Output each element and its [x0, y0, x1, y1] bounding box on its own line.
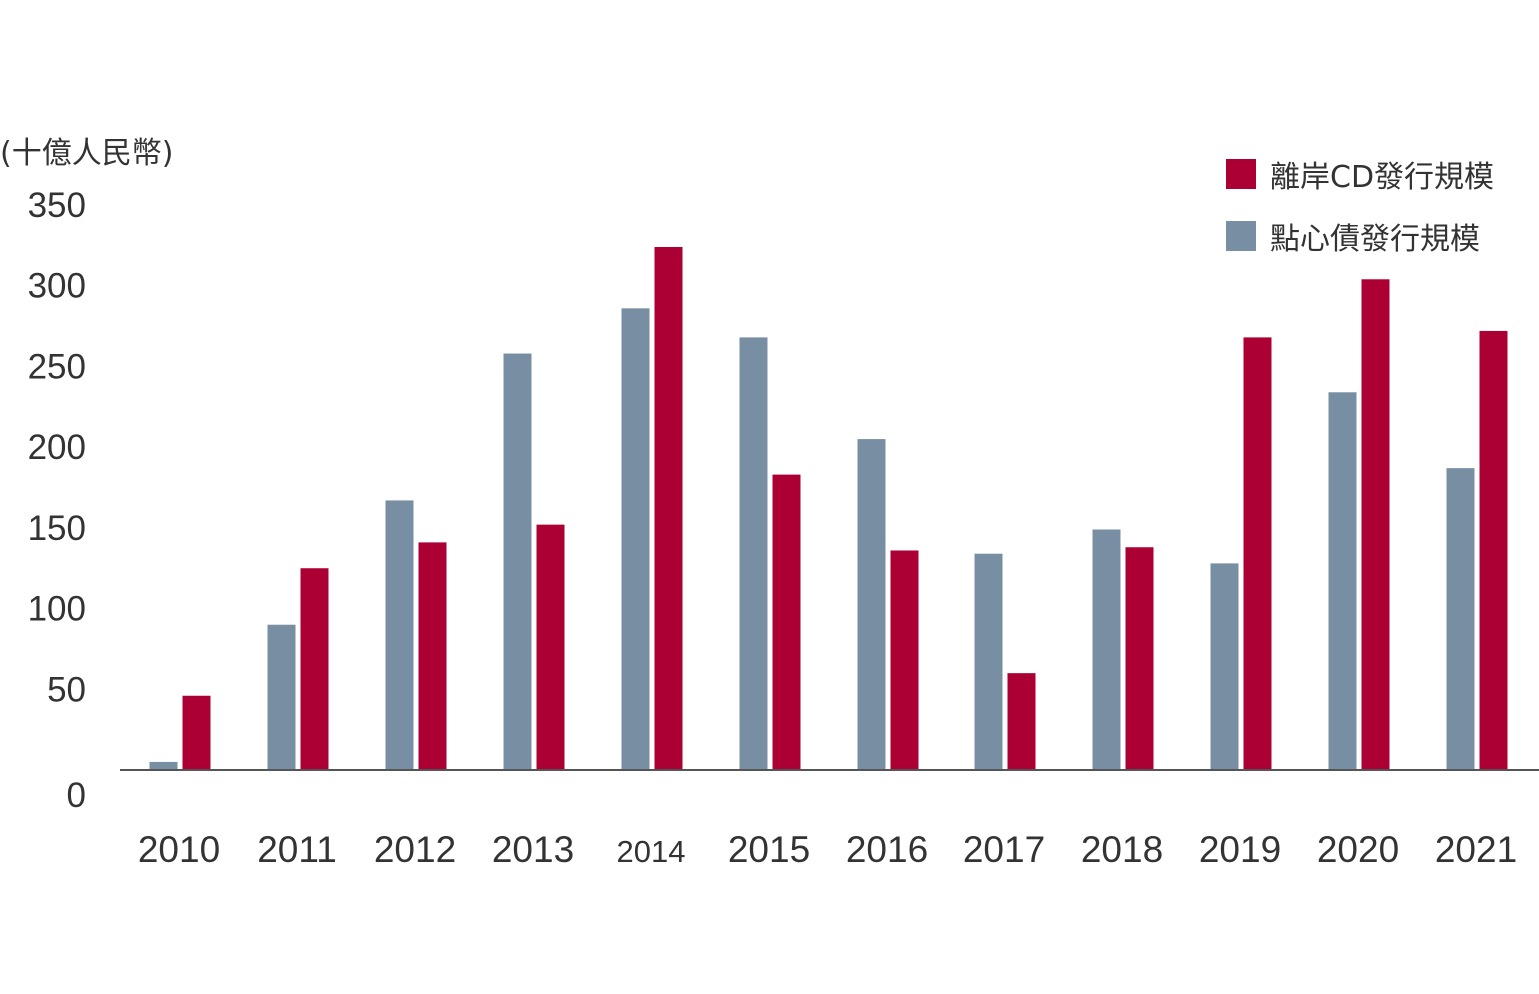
y-tick-0: 0 [67, 776, 86, 815]
y-tick-300: 300 [28, 267, 86, 306]
bar-dim-sum-bond-2018 [1092, 529, 1121, 770]
legend: 離岸CD發行規模 點心債發行規模 [1226, 155, 1494, 279]
legend-swatch-dim-sum-bond [1226, 221, 1256, 251]
y-tick-labels: 0 50 100 150 200 250 300 350 [28, 186, 86, 815]
bar-offshore-cd-2010 [182, 695, 211, 770]
bar-dim-sum-bond-2010 [149, 761, 178, 770]
bar-offshore-cd-2014 [654, 247, 683, 770]
x-tick-2017: 2017 [963, 829, 1045, 870]
bar-offshore-cd-2021 [1479, 330, 1508, 770]
bar-offshore-cd-2018 [1125, 547, 1154, 770]
bar-offshore-cd-2015 [772, 474, 801, 770]
bar-dim-sum-bond-2015 [739, 337, 768, 770]
x-tick-2021: 2021 [1435, 829, 1517, 870]
legend-label-dim-sum-bond: 點心債發行規模 [1270, 222, 1480, 257]
bar-dim-sum-bond-2016 [857, 439, 886, 770]
y-tick-50: 50 [47, 670, 86, 709]
x-tick-2018: 2018 [1081, 829, 1163, 870]
x-tick-2011: 2011 [257, 829, 337, 870]
x-tick-2019: 2019 [1199, 829, 1281, 870]
legend-item-offshore-cd: 離岸CD發行規模 [1226, 155, 1495, 195]
x-tick-2010: 2010 [138, 829, 220, 870]
y-tick-200: 200 [28, 428, 86, 467]
x-tick-2013: 2013 [492, 829, 574, 870]
legend-swatch-offshore-cd [1226, 159, 1256, 189]
x-tick-2014: 2014 [617, 834, 686, 869]
bar-dim-sum-bond-2020 [1328, 392, 1357, 770]
x-tick-2012: 2012 [374, 829, 456, 870]
bar-dim-sum-bond-2014 [621, 308, 650, 770]
y-tick-350: 350 [28, 186, 86, 225]
bars-group [149, 247, 1508, 770]
x-tick-2015: 2015 [728, 829, 810, 870]
bar-offshore-cd-2012 [418, 542, 447, 770]
bar-offshore-cd-2011 [300, 568, 329, 770]
bar-offshore-cd-2019 [1243, 337, 1272, 770]
y-axis-unit-label: (十億人民幣) [0, 136, 174, 171]
bar-offshore-cd-2013 [536, 524, 565, 770]
bar-dim-sum-bond-2019 [1210, 563, 1239, 770]
bar-offshore-cd-2020 [1361, 279, 1390, 770]
y-tick-250: 250 [28, 347, 86, 386]
legend-label-offshore-cd: 離岸CD發行規模 [1270, 160, 1495, 195]
x-tick-2020: 2020 [1317, 829, 1399, 870]
x-tick-2016: 2016 [846, 829, 928, 870]
x-tick-labels: 2010 2011 2012 2013 2014 2015 2016 2017 2018 2019… [138, 829, 1517, 870]
bar-dim-sum-bond-2017 [974, 553, 1003, 770]
bar-dim-sum-bond-2021 [1446, 468, 1475, 770]
bar-dim-sum-bond-2013 [503, 353, 532, 770]
bar-dim-sum-bond-2011 [267, 624, 296, 770]
bar-offshore-cd-2016 [890, 550, 919, 770]
y-tick-100: 100 [28, 590, 86, 629]
y-tick-150: 150 [28, 509, 86, 548]
legend-item-dim-sum-bond: 點心債發行規模 [1226, 217, 1494, 257]
bar-dim-sum-bond-2012 [385, 500, 414, 770]
bar-offshore-cd-2017 [1007, 673, 1036, 770]
